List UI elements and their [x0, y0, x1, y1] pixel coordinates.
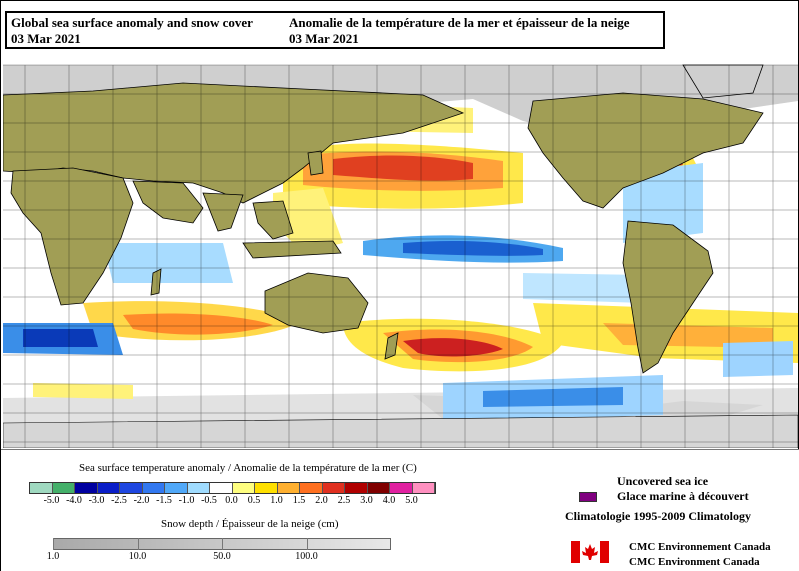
indochina: [252, 200, 294, 240]
sst-swatch: [277, 483, 300, 493]
sst-warm-anomalies: [3, 103, 798, 413]
climatology-note: Climatologie 1995-2009 Climatology: [565, 509, 751, 523]
lat-lon-grid: [3, 64, 798, 448]
sst-scale-label: -0.5: [201, 495, 217, 506]
sst-scale-label: 1.5: [292, 495, 306, 506]
sst-swatch: [210, 483, 233, 493]
sst-scale-label: -4.0: [66, 495, 82, 506]
sst-swatch: [75, 483, 98, 493]
land-masses: [3, 64, 798, 448]
sst-swatch: [142, 483, 165, 493]
sst-swatch: [30, 483, 53, 493]
japan: [307, 150, 324, 176]
sst-scale-label: -1.0: [178, 495, 195, 506]
indonesia: [242, 240, 342, 259]
cmc-credit-line1: CMC Environnement Canada: [629, 541, 771, 553]
title-en-line1: Global sea surface anomaly and snow cove…: [11, 15, 253, 30]
snow-legend-title: Snow depth / Épaisseur de la neige (cm): [161, 518, 339, 530]
snow-scale-label: 1.0: [46, 551, 60, 562]
india: [202, 192, 244, 232]
sst-swatch: [52, 483, 75, 493]
africa: [10, 167, 134, 306]
sst-scale-label: -2.5: [111, 495, 127, 506]
map-svg: [3, 3, 798, 448]
title-fr-line1: Anomalie de la température de la mer et …: [289, 15, 630, 30]
snow-scale-labels: 1.0 10.0 50.0 100.0: [47, 551, 391, 563]
sst-scale-label: 1.0: [270, 495, 283, 506]
sst-scale-label: 4.0: [382, 495, 396, 506]
sst-scale-label: -2.0: [133, 495, 150, 506]
sst-swatch: [300, 483, 323, 493]
sst-swatch: [345, 483, 368, 493]
title-english: Global sea surface anomaly and snow cove…: [11, 15, 253, 47]
cmc-credit-line2: CMC Environment Canada: [629, 556, 760, 568]
sst-swatch: [367, 483, 390, 493]
snow-scale-label: 50.0: [213, 551, 231, 562]
sea-ice-label-fr: Glace marine à découvert: [617, 489, 749, 503]
sst-legend-title: Sea surface temperature anomaly / Anomal…: [79, 462, 417, 474]
arabia: [132, 180, 204, 224]
sst-scale-label: -3.0: [88, 495, 105, 506]
snow-scale-label: 10.0: [128, 551, 147, 562]
sst-scale-label: -5.0: [43, 495, 60, 506]
sst-swatch: [255, 483, 278, 493]
north-america: [527, 92, 764, 209]
sst-scale-label: 2.0: [315, 495, 328, 506]
sst-swatch: [97, 483, 120, 493]
sst-swatch: [120, 483, 143, 493]
snow-scale-tick: [53, 538, 54, 550]
snow-scale-tick: [137, 538, 139, 550]
snow-scale-tick: [222, 538, 223, 550]
sst-swatch: [187, 483, 210, 493]
madagascar: [150, 268, 162, 296]
title-fr-date: 03 Mar 2021: [289, 31, 359, 46]
sst-scale-label: 3.0: [360, 495, 373, 506]
sst-scale-label: 5.0: [405, 495, 418, 506]
uncovered-sea-ice-swatch: [579, 492, 597, 502]
title-box: Global sea surface anomaly and snow cove…: [5, 11, 665, 49]
legend-panel: Sea surface temperature anomaly / Anomal…: [1, 449, 799, 571]
title-french: Anomalie de la température de la mer et …: [289, 15, 629, 47]
sst-swatch: [390, 483, 413, 493]
sst-scale-label: 0.0: [225, 495, 238, 506]
snow-scale-label: 100.0: [295, 551, 318, 562]
sst-swatch: [322, 483, 345, 493]
australia: [264, 272, 369, 334]
antarctica: [3, 414, 798, 448]
sea-ice-label-en: Uncovered sea ice: [617, 474, 709, 488]
sst-swatch: [412, 483, 435, 493]
world-map: [3, 3, 798, 448]
canada-flag-icon: [571, 541, 609, 563]
sst-swatch: [232, 483, 255, 493]
sst-scale-label: 0.5: [247, 495, 261, 506]
sst-scale-label: 2.5: [337, 495, 351, 506]
snow-scale-tick: [306, 538, 308, 550]
sst-scale-label: -1.5: [156, 495, 172, 506]
sst-swatch: [165, 483, 188, 493]
sst-color-scale: [29, 482, 436, 494]
title-en-date: 03 Mar 2021: [11, 31, 81, 46]
